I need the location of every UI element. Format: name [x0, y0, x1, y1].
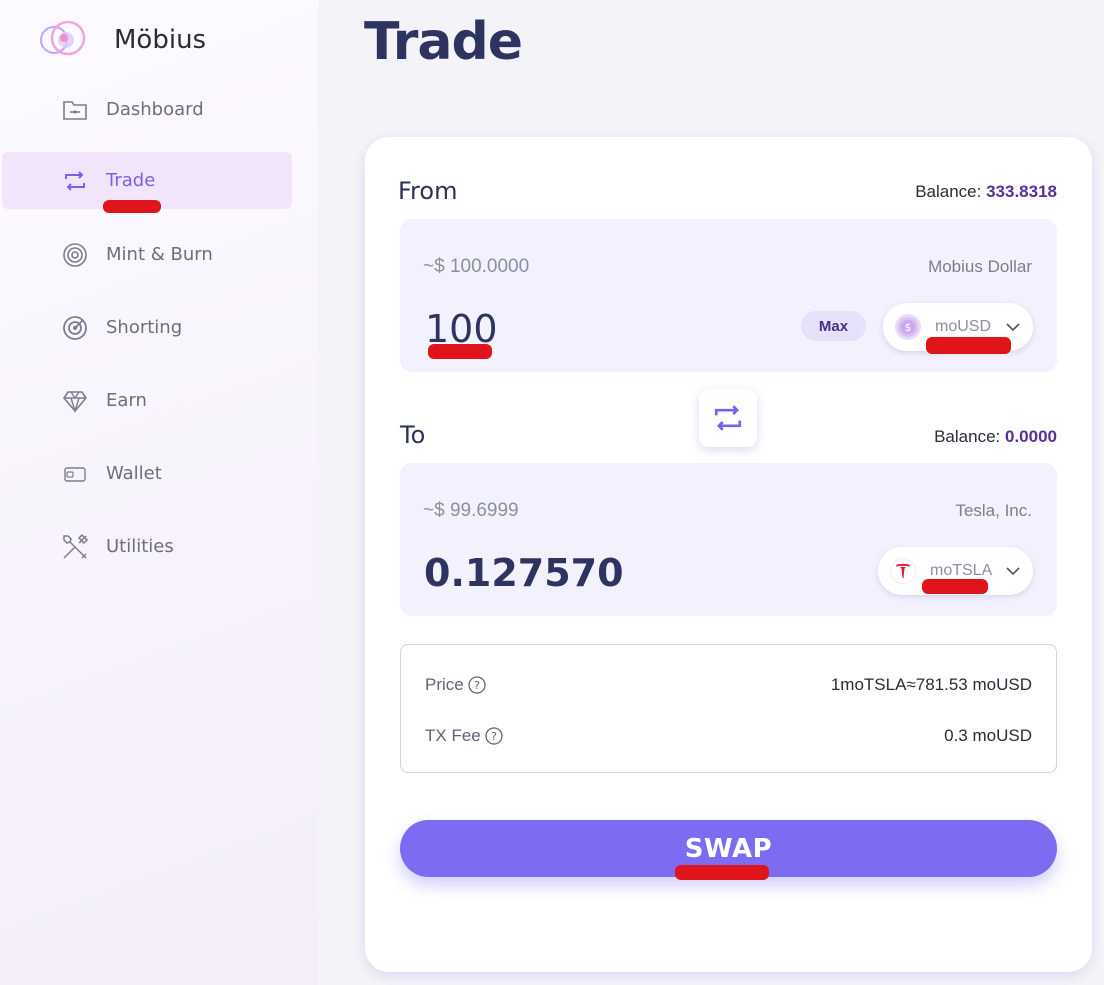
folder-icon [60, 95, 90, 125]
annotation-mark [926, 337, 1011, 354]
from-balance-label: Balance: [915, 182, 982, 201]
target-icon [60, 313, 90, 343]
dollar-coin-icon: $ [895, 314, 921, 340]
sidebar: Möbius Dashboard Trade Mint & Burn Short… [0, 0, 318, 985]
from-asset-name: Mobius Dollar [928, 257, 1032, 276]
to-amount: 0.127570 [424, 551, 624, 595]
brand-name: Möbius [114, 25, 207, 55]
sidebar-item-shorting[interactable]: Shorting [2, 299, 292, 356]
sidebar-item-label: Dashboard [106, 99, 204, 120]
concentric-circles-icon [60, 240, 90, 270]
price-row: Price ? 1moTSLA≈781.53 moUSD [425, 673, 1032, 697]
sidebar-item-trade[interactable]: Trade [2, 152, 292, 209]
price-label-group: Price ? [425, 675, 486, 695]
diamond-icon [60, 386, 90, 416]
to-balance-label: Balance: [934, 427, 1001, 446]
switch-direction-button[interactable] [699, 389, 757, 447]
from-label: From [398, 177, 458, 205]
annotation-mark [103, 200, 161, 213]
from-balance: Balance: 333.8318 [915, 182, 1057, 202]
to-balance-value: 0.0000 [1005, 427, 1057, 446]
sidebar-item-label: Utilities [106, 536, 174, 557]
to-asset-name: Tesla, Inc. [955, 501, 1032, 520]
svg-text:$: $ [905, 321, 912, 334]
sidebar-item-label: Shorting [106, 317, 183, 338]
from-amount-input[interactable]: 100 [425, 307, 498, 351]
sidebar-item-wallet[interactable]: Wallet [2, 445, 292, 502]
price-label: Price [425, 675, 464, 694]
swap-arrows-icon [60, 166, 90, 196]
max-button[interactable]: Max [801, 311, 866, 341]
help-icon[interactable]: ? [468, 676, 486, 694]
help-icon[interactable]: ? [485, 727, 503, 745]
sidebar-item-utilities[interactable]: Utilities [2, 518, 292, 575]
sidebar-item-label: Earn [106, 390, 147, 411]
sidebar-item-mint-burn[interactable]: Mint & Burn [2, 226, 292, 283]
to-balance: Balance: 0.0000 [934, 427, 1057, 447]
trade-card: From Balance: 333.8318 ~$ 100.0000 Mobiu… [365, 137, 1092, 972]
to-token-label: moTSLA [930, 562, 993, 579]
fee-value: 0.3 moUSD [944, 726, 1032, 745]
sidebar-item-earn[interactable]: Earn [2, 372, 292, 429]
page-title: Trade [364, 12, 523, 72]
to-panel: ~$ 99.6999 Tesla, Inc. 0.127570 moTSLA [400, 463, 1057, 616]
sidebar-item-label: Wallet [106, 463, 162, 484]
svg-text:?: ? [474, 679, 480, 692]
price-value: 1moTSLA≈781.53 moUSD [830, 675, 1032, 694]
annotation-mark [922, 579, 988, 594]
tools-icon [60, 532, 90, 562]
chevron-down-icon [1006, 567, 1020, 576]
from-usd-value: ~$ 100.0000 [423, 256, 530, 277]
annotation-mark [428, 344, 492, 359]
fee-label: TX Fee [425, 726, 481, 745]
tesla-logo-icon [890, 558, 916, 584]
sidebar-item-dashboard[interactable]: Dashboard [2, 81, 292, 138]
swap-arrows-icon [714, 405, 742, 431]
from-balance-value: 333.8318 [986, 182, 1057, 201]
chevron-down-icon [1006, 323, 1020, 332]
from-token-label: moUSD [935, 318, 992, 335]
brand[interactable]: Möbius [38, 18, 206, 62]
wallet-icon [60, 459, 90, 489]
from-panel: ~$ 100.0000 Mobius Dollar 100 Max $ moUS… [400, 219, 1057, 372]
sidebar-item-label: Mint & Burn [106, 244, 213, 265]
svg-text:?: ? [491, 730, 497, 743]
to-label: To [400, 421, 426, 449]
mobius-logo-icon [40, 20, 86, 56]
fee-label-group: TX Fee ? [425, 726, 503, 746]
sidebar-item-label: Trade [106, 170, 156, 191]
to-usd-value: ~$ 99.6999 [423, 500, 519, 521]
trade-info-box: Price ? 1moTSLA≈781.53 moUSD TX Fee ? 0.… [400, 644, 1057, 773]
annotation-mark [675, 865, 769, 880]
fee-row: TX Fee ? 0.3 moUSD [425, 724, 1032, 748]
